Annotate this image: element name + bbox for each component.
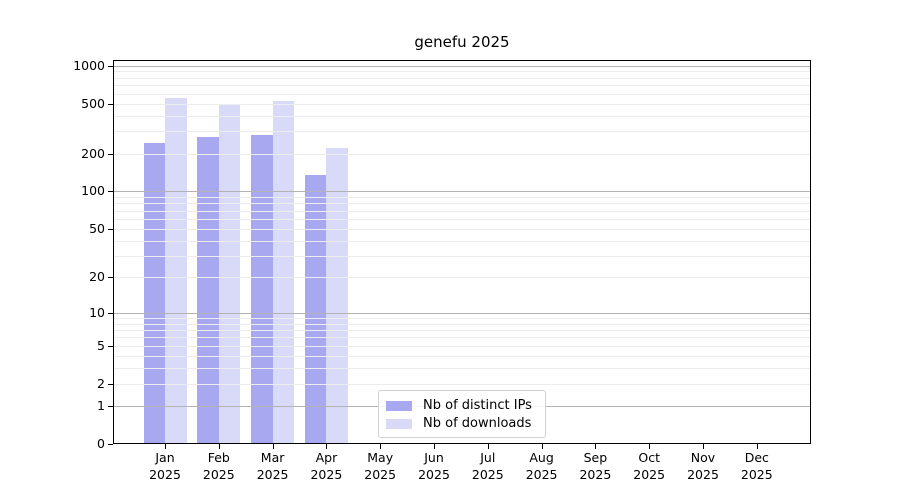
x-tick-label-oct: Oct 2025: [633, 450, 666, 482]
x-tick-label-aug: Aug 2025: [525, 450, 558, 482]
gridline-2: [113, 383, 811, 385]
gridline-1000: [113, 65, 811, 67]
x-tick-nov: [703, 444, 704, 449]
gridline-800: [113, 77, 811, 79]
x-tick-label-dec: Dec 2025: [740, 450, 773, 482]
x-tick-label-apr: Apr 2025: [310, 450, 343, 482]
y-tick-label-20: 20: [89, 269, 105, 285]
x-tick-jan: [165, 444, 166, 449]
y-tick-label-1000: 1000: [73, 57, 105, 73]
legend-swatch-downloads: [386, 418, 412, 429]
gridline-500: [113, 103, 811, 105]
legend-entry-distinct-ips: Nb of distinct IPs: [386, 398, 536, 413]
gridline-8: [113, 323, 811, 325]
y-tick-1: [108, 406, 113, 408]
y-tick-label-500: 500: [81, 95, 105, 111]
x-tick-oct: [649, 444, 651, 449]
x-tick-label-may: May 2025: [364, 450, 397, 482]
y-tick-5: [108, 345, 113, 347]
y-tick-label-5: 5: [97, 337, 105, 353]
x-tick-jul: [487, 444, 489, 449]
gridline-900: [113, 71, 811, 73]
y-tick-label-50: 50: [89, 220, 105, 236]
gridline-3: [113, 368, 811, 370]
x-tick-jun: [434, 444, 435, 449]
gridline-70: [113, 210, 811, 212]
gridline-700: [113, 85, 811, 87]
y-tick-label-10: 10: [89, 304, 105, 320]
gridline-6: [113, 337, 811, 339]
y-tick-0: [108, 444, 113, 445]
x-tick-label-jun: Jun 2025: [418, 450, 450, 482]
x-tick-sep: [595, 444, 597, 449]
legend-label-distinct-ips: Nb of distinct IPs: [423, 398, 532, 413]
y-tick-500: [108, 103, 113, 105]
legend-label-downloads: Nb of downloads: [423, 416, 532, 431]
x-tick-mar: [272, 444, 274, 449]
bar-feb-downloads: [218, 104, 241, 444]
gridline-50: [113, 228, 811, 230]
x-tick-feb: [218, 444, 220, 449]
y-tick-label-1: 1: [97, 398, 105, 414]
gridline-30: [113, 255, 811, 257]
grid-layer: [113, 60, 811, 444]
legend-entry-downloads: Nb of downloads: [386, 416, 536, 431]
bar-mar-downloads: [272, 100, 295, 444]
x-tick-label-nov: Nov 2025: [687, 450, 719, 482]
y-tick-label-2: 2: [97, 375, 105, 391]
gridline-10: [113, 312, 811, 314]
gridline-300: [113, 131, 811, 133]
y-tick-200: [108, 153, 113, 155]
gridline-200: [113, 153, 811, 155]
bar-feb-distinct-ips: [197, 137, 219, 444]
gridline-600: [113, 93, 811, 95]
y-tick-10: [108, 312, 113, 314]
y-tick-label-200: 200: [81, 145, 105, 161]
x-tick-label-feb: Feb 2025: [202, 450, 235, 482]
bar-jan-downloads: [165, 98, 187, 444]
gridline-60: [113, 218, 811, 220]
x-tick-label-mar: Mar 2025: [256, 450, 289, 482]
x-tick-may: [380, 444, 382, 449]
bar-apr-distinct-ips: [304, 175, 327, 444]
y-tick-100: [108, 191, 113, 193]
gridline-80: [113, 203, 811, 205]
gridline-20: [113, 277, 811, 279]
y-tick-20: [108, 277, 113, 279]
x-tick-apr: [326, 444, 328, 449]
x-tick-label-jan: Jan 2025: [149, 450, 181, 482]
y-tick-2: [108, 383, 113, 385]
gridline-4: [113, 355, 811, 357]
gridline-400: [113, 115, 811, 117]
y-tick-label-0: 0: [97, 436, 105, 451]
bar-mar-distinct-ips: [251, 134, 273, 444]
x-tick-aug: [541, 444, 543, 449]
gridline-90: [113, 196, 811, 198]
gridline-7: [113, 330, 811, 332]
bars-layer: [113, 60, 811, 444]
y-tick-50: [108, 228, 113, 230]
y-tick-1000: [108, 65, 113, 67]
legend: Nb of distinct IPs Nb of downloads: [378, 390, 546, 438]
gridline-100: [113, 191, 811, 193]
legend-swatch-distinct-ips: [386, 400, 412, 411]
x-tick-label-jul: Jul 2025: [471, 450, 504, 482]
y-tick-label-100: 100: [81, 183, 105, 199]
gridline-5: [113, 345, 811, 347]
x-tick-label-sep: Sep 2025: [579, 450, 612, 482]
x-tick-dec: [756, 444, 758, 449]
plot-area: [113, 60, 811, 444]
chart-title: genefu 2025: [414, 33, 510, 51]
bar-apr-downloads: [326, 148, 348, 444]
gridline-40: [113, 240, 811, 242]
gridline-9: [113, 317, 811, 319]
